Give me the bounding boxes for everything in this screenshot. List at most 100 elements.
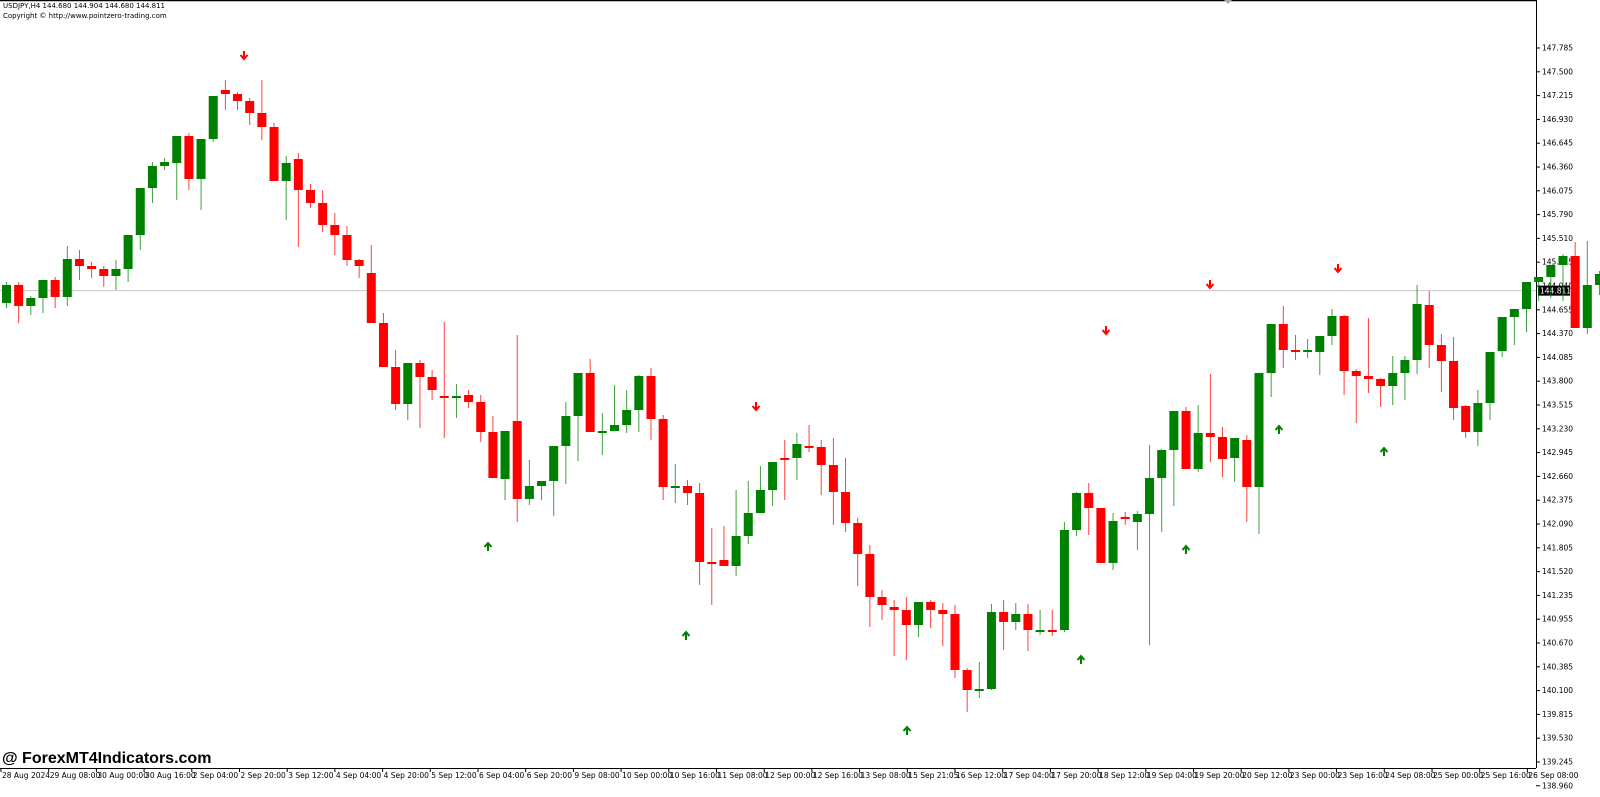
- time-tick-label: 10 Sep 16:00: [670, 771, 720, 780]
- buy-arrow-icon: [1181, 544, 1191, 554]
- bull-candle: [573, 373, 583, 461]
- time-tick-label: 13 Sep 08:00: [861, 771, 911, 780]
- bull-candle: [1534, 277, 1544, 301]
- bear-candle: [99, 266, 109, 287]
- bear-candle: [889, 600, 899, 656]
- bull-candle: [1254, 373, 1264, 534]
- price-tick-label: 145.225: [1542, 258, 1573, 267]
- bull-candle: [1059, 522, 1069, 632]
- bull-candle: [597, 413, 607, 455]
- bear-candle: [841, 458, 851, 532]
- bull-candle: [1509, 309, 1519, 345]
- time-tick-label: 24 Sep 08:00: [1385, 771, 1435, 780]
- bull-candle: [537, 481, 547, 500]
- bear-candle: [87, 262, 97, 278]
- bull-candle: [1266, 324, 1276, 397]
- price-tick-label: 143.515: [1542, 401, 1573, 410]
- bear-candle: [1436, 334, 1446, 392]
- time-tick-label: 16 Sep 12:00: [956, 771, 1006, 780]
- bear-candle: [816, 440, 826, 495]
- sell-arrow-icon: [1205, 280, 1215, 290]
- bear-candle: [366, 245, 376, 323]
- bull-candle: [670, 464, 680, 503]
- bull-candle: [1132, 511, 1142, 550]
- signal-arrows: [239, 51, 1389, 735]
- bear-candle: [1096, 508, 1106, 563]
- bear-candle: [707, 528, 717, 605]
- bull-candle: [2, 282, 11, 308]
- bear-candle: [233, 92, 243, 110]
- bear-candle: [1363, 318, 1373, 393]
- price-axis: 147.785 147.500 147.215 146.930 146.645 146.3…: [1536, 44, 1573, 790]
- bull-candle: [1169, 411, 1179, 506]
- bull-candle: [38, 280, 48, 313]
- price-tick-label: 147.500: [1542, 67, 1573, 76]
- copyright-label: Copyright © http://www.pointzero-trading…: [3, 12, 167, 20]
- bear-candle: [488, 416, 498, 478]
- price-tick-label: 147.785: [1542, 44, 1573, 53]
- bear-candle: [293, 153, 303, 247]
- sell-arrow-icon: [751, 402, 761, 412]
- bear-candle: [901, 597, 911, 660]
- bull-candle: [111, 260, 121, 290]
- bear-candle: [427, 370, 437, 400]
- bear-candle: [828, 438, 838, 525]
- bull-candle: [1522, 282, 1531, 332]
- bull-candle: [208, 96, 218, 142]
- bull-candle: [1558, 254, 1568, 301]
- bear-candle: [1181, 407, 1191, 469]
- price-tick-label: 140.385: [1542, 662, 1573, 671]
- bear-candle: [1120, 512, 1130, 525]
- bull-candle: [768, 462, 778, 506]
- bull-candle: [755, 466, 765, 513]
- price-tick-label: 144.085: [1542, 353, 1573, 362]
- bear-candle: [646, 368, 656, 440]
- bull-candle: [524, 460, 534, 505]
- bear-candle: [415, 360, 425, 428]
- bull-candle: [1546, 265, 1556, 298]
- bear-candle: [1218, 427, 1227, 477]
- bull-candle: [974, 662, 984, 698]
- bear-candle: [962, 668, 972, 712]
- price-tick-label: 146.360: [1542, 163, 1573, 172]
- price-tick-label: 145.510: [1542, 234, 1573, 243]
- price-tick-label: 140.670: [1542, 639, 1573, 648]
- bull-candle: [743, 481, 753, 544]
- bear-candle: [950, 605, 960, 678]
- bear-candle: [1351, 369, 1361, 423]
- bull-candle: [561, 402, 571, 484]
- bull-candle: [1400, 356, 1410, 400]
- watermark: @ ForexMT4Indicators.com: [2, 750, 212, 767]
- bear-candle: [1278, 306, 1288, 368]
- bear-candle: [1047, 610, 1057, 636]
- buy-arrow-icon: [681, 630, 691, 640]
- bull-candle: [1497, 317, 1507, 357]
- candles: [2, 80, 1600, 712]
- bull-candle: [147, 162, 157, 203]
- time-tick-label: 9 Sep 08:00: [574, 771, 620, 780]
- sell-arrow-icon: [239, 51, 249, 61]
- time-tick-label: 4 Sep 04:00: [336, 771, 382, 780]
- bear-candle: [74, 250, 84, 280]
- price-tick-label: 140.100: [1542, 686, 1573, 695]
- bull-candle: [610, 385, 619, 431]
- bear-candle: [719, 526, 729, 566]
- bull-candle: [1108, 513, 1118, 570]
- buy-arrow-icon: [902, 725, 912, 735]
- bull-candle: [451, 384, 461, 418]
- bear-candle: [804, 425, 814, 452]
- time-tick-label: 4 Sep 20:00: [384, 771, 430, 780]
- bull-candle: [1072, 492, 1082, 536]
- chart-shift-marker-icon[interactable]: [1224, 0, 1232, 4]
- price-tick-label: 145.790: [1542, 210, 1573, 219]
- bear-candle: [378, 313, 388, 367]
- bear-candle: [439, 322, 449, 438]
- time-tick-label: 23 Sep 00:00: [1290, 771, 1340, 780]
- sell-arrow-icon: [1333, 264, 1343, 274]
- price-tick-label: 142.090: [1542, 520, 1573, 529]
- bull-candle: [403, 363, 413, 420]
- bear-candle: [50, 277, 60, 308]
